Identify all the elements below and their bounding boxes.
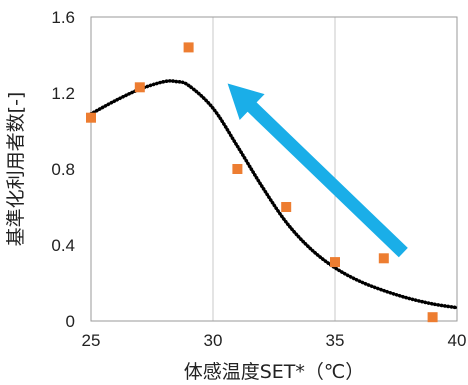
x-tick-label-35: 35: [326, 331, 345, 350]
x-tick-label-40: 40: [448, 331, 467, 350]
trend-arrow: [227, 83, 408, 258]
curve-layer: [89, 79, 459, 310]
y-tick-label-1.6: 1.6: [51, 8, 75, 27]
data-point-3: [183, 42, 194, 53]
y-tick-label-0.4: 0.4: [51, 236, 75, 255]
fit-curve-line: [90, 79, 458, 309]
x-tick-label-25: 25: [82, 331, 101, 350]
data-point-4: [232, 164, 243, 174]
arrow-layer: [227, 83, 408, 258]
x-axis-title: 体感温度SET*（℃）: [184, 361, 365, 383]
data-point-5: [281, 202, 292, 212]
y-tick-label-0: 0: [66, 312, 75, 331]
data-point-6: [330, 257, 340, 268]
x-tick-label-30: 30: [204, 331, 223, 350]
grid-layer: [90, 17, 458, 321]
y-axis-title: 基準化利用者数[-]: [5, 92, 27, 247]
data-point-2: [134, 82, 145, 93]
data-point-1: [86, 112, 96, 123]
marker-layer: [86, 42, 438, 323]
plot-frame: [90, 16, 458, 322]
data-point-7: [378, 253, 389, 264]
y-tick-label-1.2: 1.2: [51, 84, 75, 103]
tick-layer: 25 30 35 40 0 0.4 0.8 1.2 1.6: [51, 8, 466, 350]
fit-curve-dots: [89, 79, 459, 310]
data-point-8: [427, 312, 438, 323]
y-tick-label-0.8: 0.8: [51, 160, 75, 179]
